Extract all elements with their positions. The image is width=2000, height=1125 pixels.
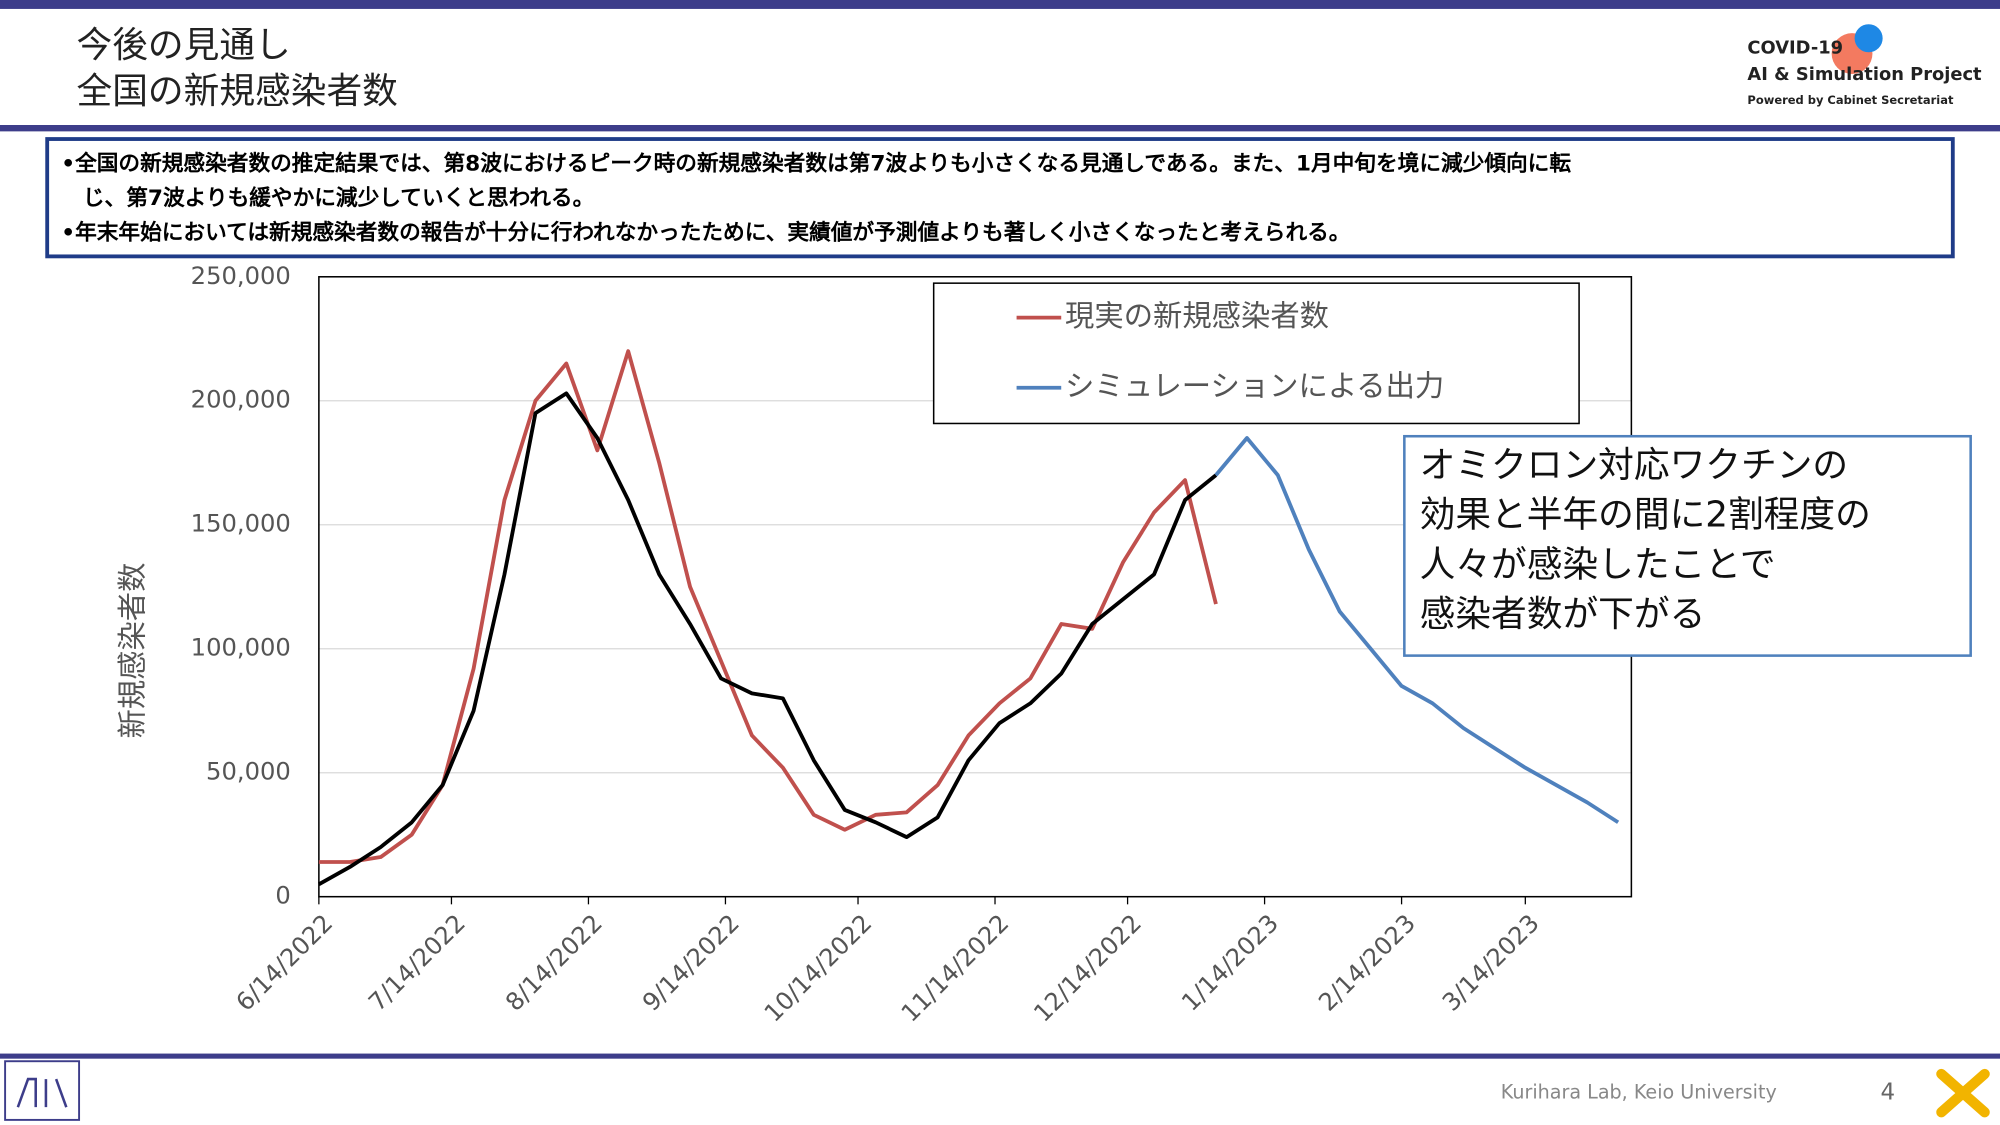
x-tick-label: 6/14/2022 (231, 909, 339, 1017)
x-tick-label: 11/14/2022 (896, 909, 1015, 1028)
callout-line: 人々が感染したことで (1420, 544, 1776, 585)
summary-box (45, 137, 1955, 259)
series-line (1214, 436, 1620, 824)
x-tick-label: 10/14/2022 (759, 909, 878, 1028)
y-tick-label: 50,000 (206, 758, 291, 786)
callout-line: 感染者数が下がる (1420, 594, 1706, 635)
x-tick-label: 12/14/2022 (1028, 909, 1147, 1028)
logo-text: AI & Simulation Project (1747, 64, 1982, 85)
x-tick-label: 3/14/2023 (1437, 909, 1545, 1017)
legend-label: 現実の新規感染者数 (1065, 299, 1329, 333)
legend-box (932, 282, 1580, 425)
lab-logo (4, 1060, 81, 1121)
series-line (318, 349, 1218, 864)
callout-line: 効果と半年の間に2割程度の (1420, 495, 1871, 536)
summary-line: •年末年始においては新規感染者数の報告が十分に行われなかったために、実績値が予測… (61, 219, 1350, 245)
header-rule (0, 125, 2000, 132)
callout-box (1403, 434, 1972, 657)
y-tick-label: 200,000 (191, 386, 291, 414)
footer-rule (0, 1053, 2000, 1059)
top-bar (0, 0, 2000, 9)
y-tick-label: 0 (275, 882, 290, 910)
callout-line: オミクロン対応ワクチンの (1420, 445, 1848, 486)
x-tick-label: 7/14/2022 (363, 909, 471, 1017)
lab-logo-mark (16, 1077, 68, 1108)
legend-label: シミュレーションによる出力 (1065, 369, 1444, 403)
summary-line: •全国の新規感染者数の推定結果では、第8波におけるピーク時の新規感染者数は第7波… (61, 151, 1571, 177)
logo-dot (1854, 24, 1883, 53)
series-line (317, 391, 1218, 886)
logo-text: Powered by Cabinet Secretariat (1747, 93, 1954, 107)
corner-logo (1936, 1068, 1990, 1118)
title-line: 全国の新規感染者数 (77, 71, 398, 112)
y-tick-label: 150,000 (191, 510, 291, 538)
x-tick-label: 1/14/2023 (1176, 909, 1284, 1017)
logo-text: COVID-19 (1747, 37, 1843, 58)
y-tick-label: 250,000 (191, 262, 291, 290)
summary-line: じ、第7波よりも緩やかに減少していくと思われる。 (61, 185, 594, 211)
x-tick-label: 8/14/2022 (500, 909, 608, 1017)
title-line: 今後の見通し (77, 25, 291, 66)
y-tick-label: 100,000 (191, 634, 291, 662)
y-axis-label: 新規感染者数 (115, 563, 149, 739)
x-tick-label: 2/14/2023 (1313, 909, 1421, 1017)
footer-credit: Kurihara Lab, Keio University (1501, 1081, 1777, 1104)
x-tick-label: 9/14/2022 (637, 909, 745, 1017)
page-number: 4 (1880, 1080, 1895, 1106)
